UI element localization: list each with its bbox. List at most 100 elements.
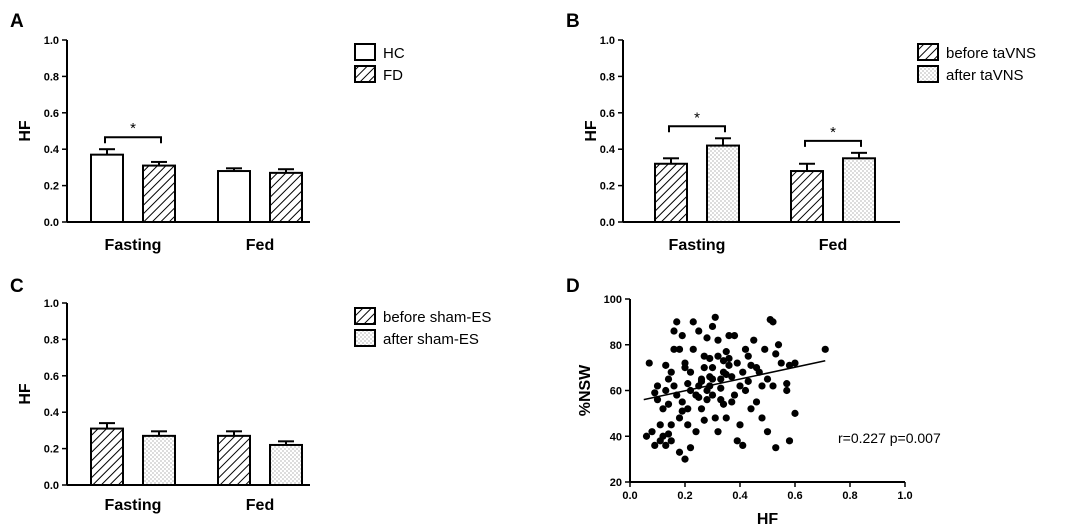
scatter-point bbox=[664, 430, 673, 438]
y-tick-label: 0.2 bbox=[44, 181, 59, 193]
scatter-point bbox=[675, 345, 684, 353]
legend-label: after taVNS bbox=[946, 67, 1024, 84]
scatter-point bbox=[725, 354, 733, 363]
y-axis-label: HF bbox=[17, 120, 34, 142]
scatter-point bbox=[711, 414, 719, 422]
y-tick-label: 100 bbox=[604, 294, 622, 306]
y-tick-label: 0.8 bbox=[44, 334, 59, 346]
y-tick-label: 0.6 bbox=[600, 108, 615, 120]
scatter-point bbox=[708, 364, 717, 372]
scatter-point bbox=[752, 364, 761, 372]
scatter-point bbox=[774, 341, 783, 349]
scatter-point bbox=[763, 375, 772, 383]
scatter-point bbox=[791, 409, 799, 417]
significance-star: * bbox=[694, 109, 700, 126]
scatter-point bbox=[692, 428, 700, 436]
scatter-point bbox=[791, 359, 799, 367]
scatter-point bbox=[667, 437, 675, 445]
scatter-point bbox=[667, 368, 675, 376]
legend-label: HC bbox=[383, 45, 405, 62]
scatter-point bbox=[697, 405, 706, 413]
scatter-point bbox=[736, 421, 744, 429]
bar bbox=[90, 427, 124, 486]
scatter-point bbox=[783, 380, 791, 388]
legend-swatch bbox=[354, 43, 376, 61]
panel-letter-d: D bbox=[566, 276, 580, 297]
category-label: Fed bbox=[246, 497, 274, 514]
scatter-point bbox=[747, 405, 755, 413]
scatter-point bbox=[651, 441, 659, 449]
y-tick-label: 20 bbox=[610, 477, 622, 489]
y-tick-label: 0.0 bbox=[44, 480, 59, 492]
bar bbox=[790, 170, 824, 223]
y-tick-label: 0.0 bbox=[600, 217, 615, 229]
x-tick-label: 0.8 bbox=[842, 490, 857, 502]
scatter-point bbox=[725, 361, 733, 369]
scatter-point bbox=[703, 334, 711, 342]
scatter-point bbox=[761, 345, 769, 353]
legend-swatch bbox=[354, 307, 376, 325]
scatter-point bbox=[689, 345, 697, 353]
significance-bracket bbox=[104, 136, 162, 144]
legend-swatch bbox=[917, 43, 939, 61]
scatter-point bbox=[645, 359, 653, 367]
scatter-point bbox=[714, 336, 722, 344]
scatter-point bbox=[675, 414, 684, 422]
scatter-point bbox=[684, 421, 692, 429]
scatter-point bbox=[728, 373, 736, 381]
bar bbox=[269, 443, 303, 486]
y-tick-label: 0.4 bbox=[600, 144, 616, 156]
scatter-point bbox=[667, 421, 675, 429]
bar bbox=[842, 157, 876, 224]
scatter-point bbox=[708, 322, 717, 331]
scatter-point bbox=[659, 405, 667, 413]
scatter-point bbox=[744, 377, 752, 385]
scatter-point bbox=[739, 441, 747, 449]
scatter-point bbox=[686, 444, 695, 452]
x-tick-label: 0.4 bbox=[732, 490, 748, 502]
scatter-point bbox=[772, 444, 780, 452]
scatter-point bbox=[695, 327, 703, 335]
significance-star: * bbox=[130, 120, 136, 137]
y-tick-label: 0.6 bbox=[44, 371, 59, 383]
y-axis-label: %NSW bbox=[577, 364, 594, 416]
scatter-point bbox=[700, 352, 708, 360]
scatter-point bbox=[689, 318, 697, 326]
scatter-point bbox=[656, 421, 664, 429]
scatter-point bbox=[653, 382, 662, 390]
scatter-point bbox=[750, 336, 758, 344]
y-tick-label: 0.2 bbox=[44, 444, 59, 456]
scatter-point bbox=[681, 364, 689, 372]
scatter-point bbox=[785, 361, 794, 369]
scatter-point bbox=[733, 359, 741, 367]
y-tick-label: 0.4 bbox=[44, 144, 60, 156]
scatter-point bbox=[675, 448, 684, 456]
scatter-point bbox=[741, 345, 750, 353]
scatter-point bbox=[719, 357, 728, 365]
x-tick-label: 0.6 bbox=[787, 490, 802, 502]
significance-star: * bbox=[830, 124, 836, 141]
significance-bracket bbox=[804, 139, 862, 147]
scatter-point bbox=[719, 400, 728, 408]
category-label: Fed bbox=[246, 237, 274, 254]
scatter-point bbox=[678, 332, 686, 340]
y-tick-label: 0.8 bbox=[44, 71, 59, 83]
scatter-point bbox=[706, 373, 714, 381]
scatter-point bbox=[711, 313, 719, 321]
scatter-point bbox=[678, 398, 686, 406]
scatter-point bbox=[722, 370, 730, 379]
bar bbox=[142, 164, 176, 223]
scatter-point bbox=[681, 455, 689, 463]
scatter-point bbox=[673, 318, 681, 326]
significance-bracket bbox=[668, 125, 726, 133]
bar bbox=[269, 171, 303, 223]
scatter-point bbox=[744, 352, 752, 360]
scatter-point bbox=[684, 380, 692, 388]
legend-label: before taVNS bbox=[946, 45, 1036, 62]
scatter-point bbox=[772, 350, 780, 358]
legend-label: before sham-ES bbox=[383, 309, 491, 326]
scatter-point bbox=[700, 364, 708, 372]
x-tick-label: 1.0 bbox=[897, 490, 912, 502]
legend-swatch bbox=[354, 329, 376, 347]
scatter-point bbox=[736, 382, 744, 390]
